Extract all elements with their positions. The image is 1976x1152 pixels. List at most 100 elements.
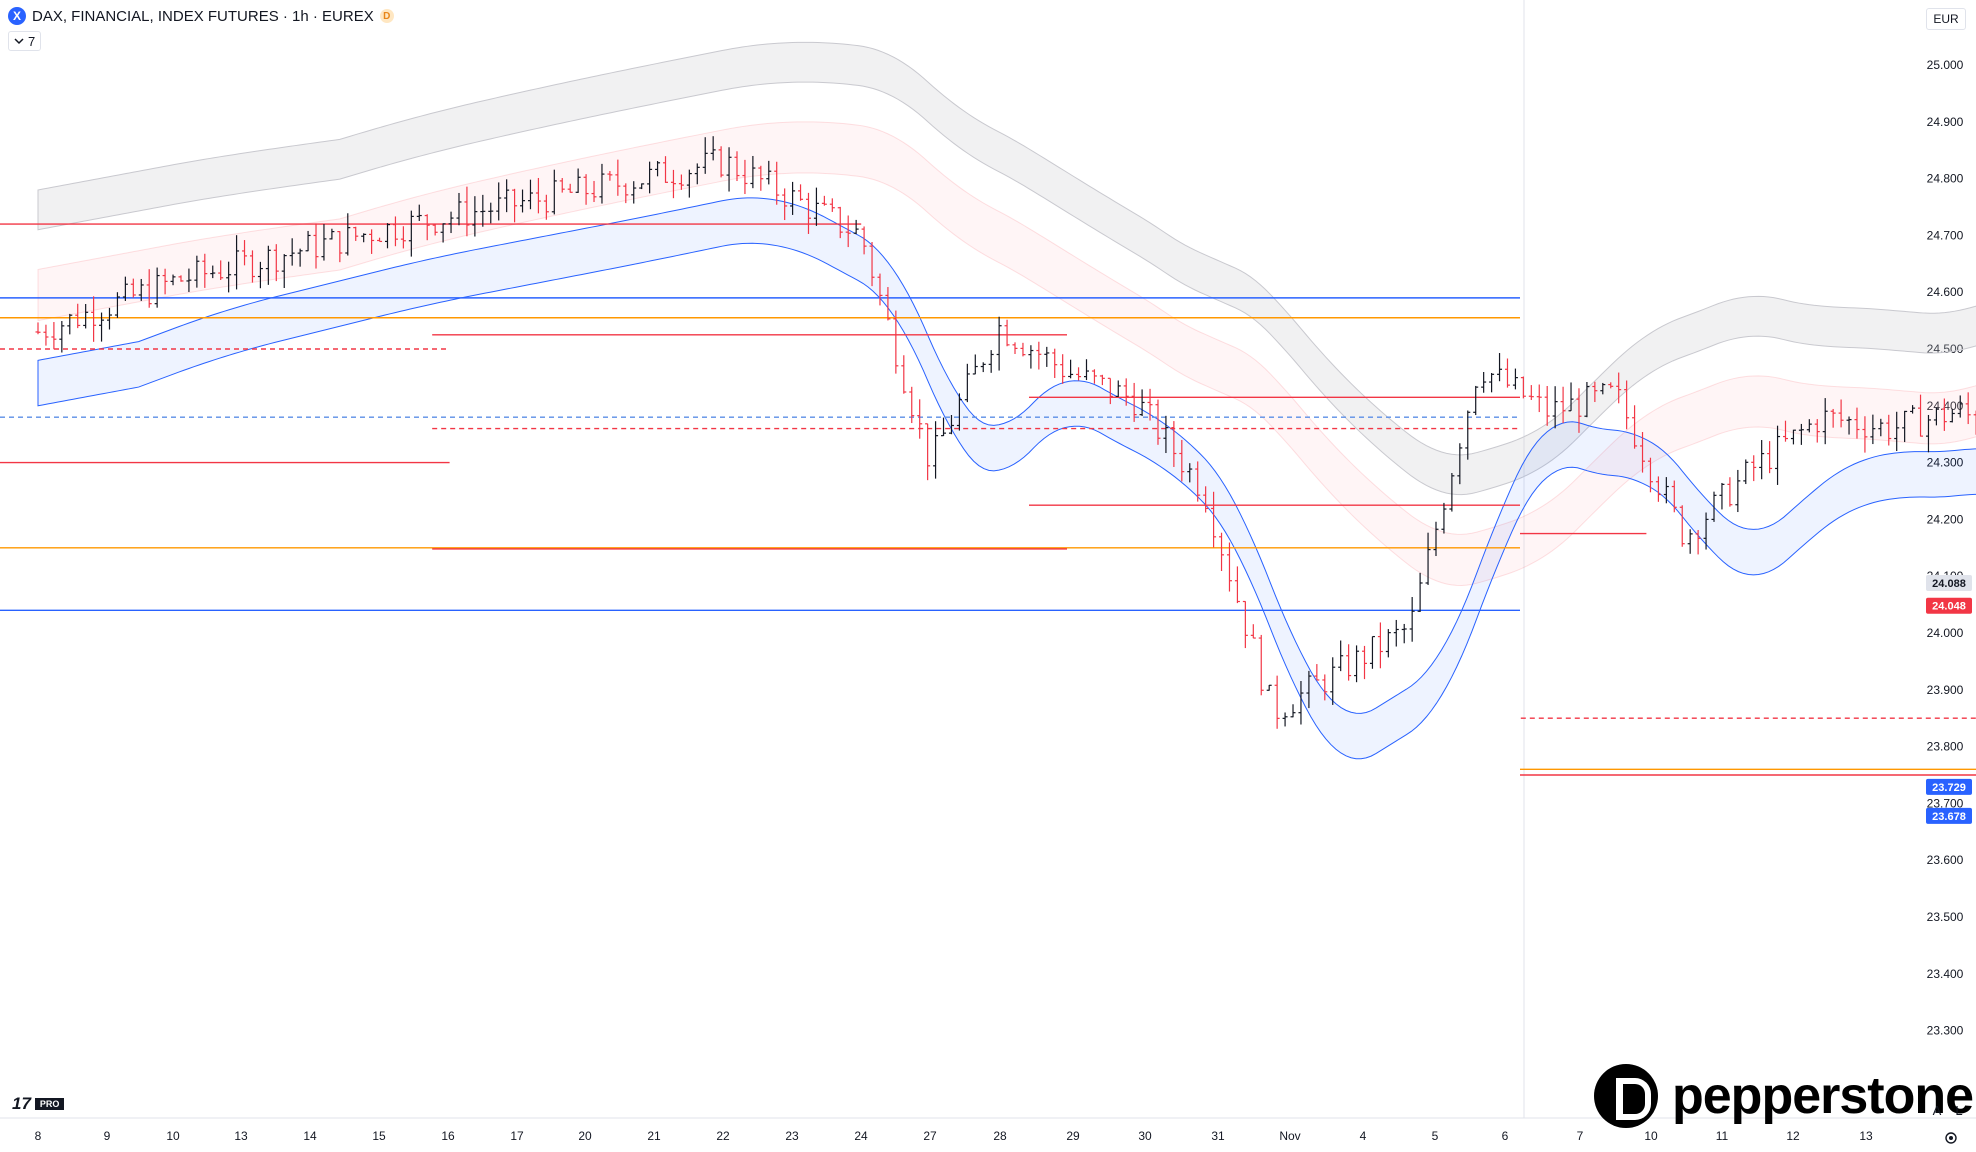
brand-logo: pepperstone	[1594, 1064, 1974, 1128]
candle	[1775, 425, 1781, 485]
tradingview-logo[interactable]: 17 PRO	[12, 1094, 65, 1114]
candle	[448, 211, 454, 234]
price-label-box	[1926, 597, 1972, 614]
candle	[369, 229, 375, 254]
x-tick-label: 10	[166, 1129, 180, 1143]
candle	[1846, 416, 1852, 435]
currency-button[interactable]: EUR	[1926, 8, 1966, 30]
x-tick-label: 22	[716, 1129, 730, 1143]
x-tick-label: 17	[510, 1129, 524, 1143]
candle	[694, 163, 700, 185]
candle	[1155, 399, 1161, 445]
candle	[1409, 597, 1415, 642]
candle	[663, 156, 669, 183]
candle	[1385, 629, 1391, 658]
candle	[210, 265, 216, 279]
candle	[877, 273, 883, 306]
candle	[678, 174, 684, 190]
candle	[1870, 414, 1876, 445]
candle	[1552, 386, 1558, 429]
indicators-toggle[interactable]: 7	[8, 31, 42, 51]
candle	[1894, 411, 1900, 452]
candle	[1099, 374, 1105, 386]
symbol-icon[interactable]: X	[8, 7, 26, 25]
delayed-badge[interactable]: D	[379, 9, 394, 23]
candle	[1949, 408, 1955, 423]
candle	[257, 261, 263, 289]
candle	[1457, 443, 1463, 485]
candle	[1187, 463, 1193, 483]
price-label: 23.678	[1932, 811, 1966, 823]
candle	[1632, 405, 1638, 449]
price-label: 23.729	[1932, 782, 1966, 794]
x-tick-label: 11	[1716, 1129, 1729, 1143]
candle	[1369, 635, 1375, 669]
candle	[432, 224, 438, 236]
candle	[1790, 429, 1796, 445]
candle	[1838, 399, 1844, 428]
candle	[1679, 505, 1685, 547]
candle	[1782, 420, 1788, 442]
candle	[1941, 398, 1947, 431]
candle	[1695, 530, 1701, 555]
x-tick-label: 7	[1577, 1129, 1584, 1143]
candle	[1060, 354, 1066, 384]
candle	[1727, 477, 1733, 507]
candle	[146, 269, 152, 308]
candle	[353, 226, 359, 241]
candle	[925, 423, 931, 481]
candle	[948, 415, 954, 435]
candle	[377, 237, 383, 243]
candle	[297, 248, 303, 267]
log-scale-button[interactable]: L	[1955, 1102, 1963, 1118]
candle	[1671, 480, 1677, 513]
candle	[106, 307, 112, 330]
candle	[1600, 382, 1606, 395]
x-tick-label: 29	[1066, 1129, 1080, 1143]
candle	[186, 268, 192, 292]
candle	[567, 183, 573, 193]
candle	[408, 210, 414, 257]
candle	[1274, 675, 1280, 729]
x-tick-label: 13	[234, 1129, 248, 1143]
candle	[1528, 385, 1534, 400]
x-tick-label: 12	[1786, 1129, 1800, 1143]
candle	[647, 161, 653, 194]
candle	[218, 260, 224, 281]
x-tick-label: 30	[1138, 1129, 1152, 1143]
candle	[1449, 473, 1455, 512]
candle	[1346, 644, 1352, 681]
candle	[869, 241, 875, 287]
candle	[226, 261, 232, 293]
candle	[607, 171, 613, 181]
candle	[1798, 423, 1804, 445]
candle	[1377, 622, 1383, 669]
candle	[162, 268, 168, 295]
candle	[265, 245, 271, 285]
candle	[51, 322, 57, 350]
candle	[790, 181, 796, 215]
candle	[527, 179, 533, 210]
candle	[496, 182, 502, 221]
candle	[980, 362, 986, 373]
brand-text: pepperstone	[1672, 1067, 1974, 1125]
candle	[1322, 674, 1328, 701]
candle	[1751, 455, 1757, 482]
candle	[305, 230, 311, 252]
candle	[1592, 381, 1598, 403]
settings-gear-icon[interactable]	[1942, 1129, 1960, 1147]
candle	[631, 181, 637, 204]
chart-title[interactable]: DAX, FINANCIAL, INDEX FUTURES · 1h · EUR…	[32, 7, 374, 25]
candle	[1266, 684, 1272, 691]
candle	[1624, 380, 1630, 430]
x-tick-label: 24	[854, 1129, 868, 1143]
candle	[1536, 384, 1542, 413]
x-tick-label: 31	[1211, 1129, 1225, 1143]
candle	[273, 244, 279, 282]
candle	[1910, 405, 1916, 414]
candle	[488, 202, 494, 224]
candle	[1933, 407, 1939, 426]
candle	[829, 198, 835, 212]
auto-scale-button[interactable]: A	[1932, 1102, 1942, 1118]
